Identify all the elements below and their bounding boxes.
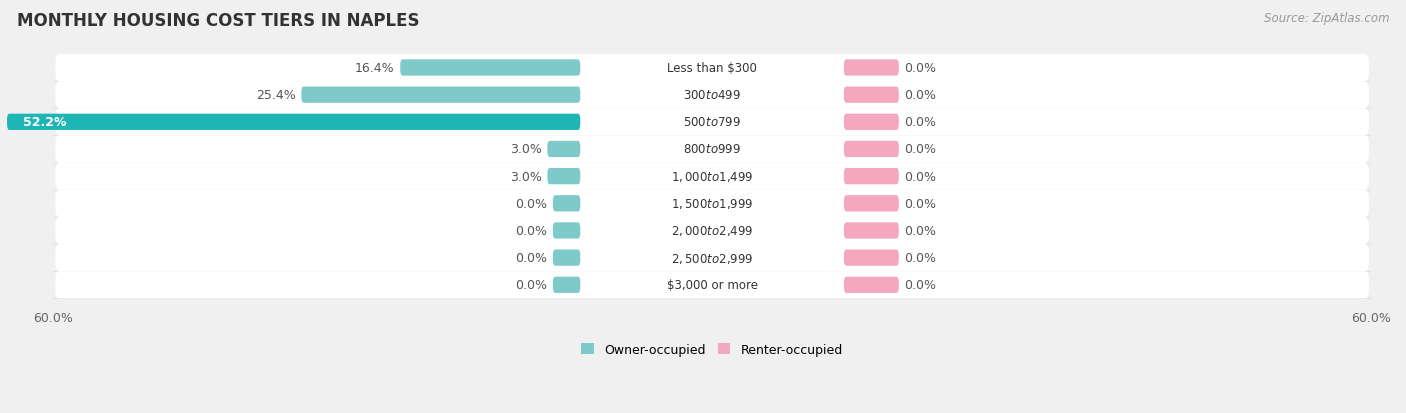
Text: 0.0%: 0.0% bbox=[904, 252, 936, 264]
FancyBboxPatch shape bbox=[844, 196, 898, 212]
FancyBboxPatch shape bbox=[7, 114, 581, 131]
Text: Less than $300: Less than $300 bbox=[668, 62, 756, 75]
Text: 0.0%: 0.0% bbox=[516, 224, 547, 237]
FancyBboxPatch shape bbox=[547, 169, 581, 185]
FancyBboxPatch shape bbox=[844, 277, 898, 293]
FancyBboxPatch shape bbox=[553, 223, 581, 239]
Text: MONTHLY HOUSING COST TIERS IN NAPLES: MONTHLY HOUSING COST TIERS IN NAPLES bbox=[17, 12, 419, 30]
Text: $500 to $799: $500 to $799 bbox=[683, 116, 741, 129]
Text: 0.0%: 0.0% bbox=[904, 170, 936, 183]
Text: 0.0%: 0.0% bbox=[904, 143, 936, 156]
FancyBboxPatch shape bbox=[844, 114, 898, 131]
FancyBboxPatch shape bbox=[844, 169, 898, 185]
Text: 25.4%: 25.4% bbox=[256, 89, 295, 102]
Text: 0.0%: 0.0% bbox=[904, 224, 936, 237]
Text: $2,500 to $2,999: $2,500 to $2,999 bbox=[671, 251, 754, 265]
Text: 3.0%: 3.0% bbox=[510, 170, 541, 183]
Text: $3,000 or more: $3,000 or more bbox=[666, 279, 758, 292]
Text: 52.2%: 52.2% bbox=[24, 116, 67, 129]
FancyBboxPatch shape bbox=[55, 82, 1369, 109]
FancyBboxPatch shape bbox=[547, 142, 581, 158]
FancyBboxPatch shape bbox=[301, 87, 581, 104]
Text: 0.0%: 0.0% bbox=[904, 116, 936, 129]
Text: 16.4%: 16.4% bbox=[356, 62, 395, 75]
FancyBboxPatch shape bbox=[55, 55, 1369, 82]
Text: $2,000 to $2,499: $2,000 to $2,499 bbox=[671, 224, 754, 238]
Text: Source: ZipAtlas.com: Source: ZipAtlas.com bbox=[1264, 12, 1389, 25]
FancyBboxPatch shape bbox=[55, 217, 1369, 244]
Text: 0.0%: 0.0% bbox=[516, 279, 547, 292]
Legend: Owner-occupied, Renter-occupied: Owner-occupied, Renter-occupied bbox=[582, 343, 842, 356]
FancyBboxPatch shape bbox=[844, 60, 898, 76]
FancyBboxPatch shape bbox=[55, 109, 1369, 136]
Text: 0.0%: 0.0% bbox=[904, 279, 936, 292]
Text: $1,500 to $1,999: $1,500 to $1,999 bbox=[671, 197, 754, 211]
Text: 0.0%: 0.0% bbox=[904, 197, 936, 210]
FancyBboxPatch shape bbox=[844, 223, 898, 239]
Text: 0.0%: 0.0% bbox=[516, 197, 547, 210]
FancyBboxPatch shape bbox=[55, 190, 1369, 217]
FancyBboxPatch shape bbox=[553, 196, 581, 212]
Text: 0.0%: 0.0% bbox=[904, 62, 936, 75]
FancyBboxPatch shape bbox=[553, 250, 581, 266]
FancyBboxPatch shape bbox=[55, 271, 1369, 299]
FancyBboxPatch shape bbox=[844, 250, 898, 266]
Text: $1,000 to $1,499: $1,000 to $1,499 bbox=[671, 170, 754, 184]
Text: 0.0%: 0.0% bbox=[904, 89, 936, 102]
FancyBboxPatch shape bbox=[401, 60, 581, 76]
Text: $800 to $999: $800 to $999 bbox=[683, 143, 741, 156]
Text: $300 to $499: $300 to $499 bbox=[683, 89, 741, 102]
Text: 3.0%: 3.0% bbox=[510, 143, 541, 156]
FancyBboxPatch shape bbox=[553, 277, 581, 293]
FancyBboxPatch shape bbox=[844, 87, 898, 104]
FancyBboxPatch shape bbox=[55, 244, 1369, 271]
FancyBboxPatch shape bbox=[55, 136, 1369, 163]
FancyBboxPatch shape bbox=[55, 163, 1369, 190]
Text: 0.0%: 0.0% bbox=[516, 252, 547, 264]
FancyBboxPatch shape bbox=[844, 142, 898, 158]
